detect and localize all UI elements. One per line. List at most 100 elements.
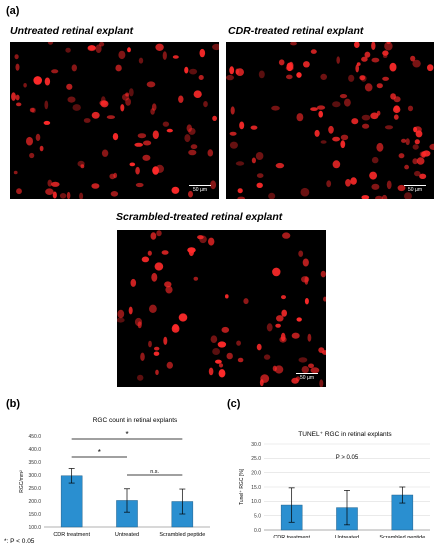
micrograph-untreated: 50 µm xyxy=(10,42,219,199)
cell-dot xyxy=(344,98,351,107)
cell-dot xyxy=(193,276,199,281)
panel-b-label: (b) xyxy=(6,398,21,410)
cell-dot xyxy=(239,121,245,130)
cell-dot xyxy=(67,96,76,103)
significance-label: n.s. xyxy=(150,469,159,475)
cell-dot xyxy=(282,232,291,239)
cell-dot xyxy=(120,104,125,112)
cell-dot xyxy=(376,142,384,152)
cell-dot xyxy=(188,190,193,198)
cell-dot xyxy=(416,157,425,165)
cell-dot xyxy=(13,170,18,175)
cell-dot xyxy=(354,42,360,48)
scale-bar-untreated: 50 µm xyxy=(189,184,211,193)
y-tick-label: 400.0 xyxy=(28,447,41,453)
cell-dot xyxy=(178,95,184,103)
cell-dot xyxy=(218,363,224,368)
chart-c-title: TUNEL⁺ RGC in retinal explants xyxy=(298,431,392,438)
cell-dot xyxy=(125,92,129,97)
cell-dot xyxy=(318,110,323,118)
cell-dot xyxy=(225,294,229,299)
cell-dot xyxy=(188,127,196,135)
cell-dot xyxy=(405,138,410,146)
y-tick-label: 450.0 xyxy=(28,434,41,440)
cell-dot xyxy=(301,276,310,283)
cell-dot xyxy=(148,340,152,348)
cell-dot xyxy=(256,343,262,351)
panel-a-label: (a) xyxy=(6,5,20,17)
cell-dot xyxy=(255,152,264,160)
cell-dot xyxy=(47,179,53,187)
scale-bar-label: 50 µm xyxy=(193,187,207,193)
cell-dot xyxy=(323,296,326,302)
scale-bar-label: 50 µm xyxy=(300,375,314,381)
cell-dot xyxy=(188,248,194,257)
cell-dot xyxy=(413,126,418,133)
cell-dot xyxy=(370,112,379,120)
cell-dot xyxy=(415,130,423,138)
cell-dot xyxy=(410,55,416,62)
y-tick-label: 10.0 xyxy=(251,499,261,505)
category-label: Scrambled peptide xyxy=(159,532,205,538)
cell-dot xyxy=(272,365,277,372)
cell-dot xyxy=(33,76,42,85)
cell-dot xyxy=(178,313,188,322)
cell-dot xyxy=(419,173,427,179)
category-label: Untreated xyxy=(335,535,359,538)
cell-dot xyxy=(137,133,147,139)
cell-dot xyxy=(390,93,396,100)
cell-dot xyxy=(326,180,332,188)
cell-dot xyxy=(140,352,145,361)
cell-dot xyxy=(113,172,118,179)
cell-dot xyxy=(376,110,381,116)
cell-dot xyxy=(190,144,198,150)
scale-bar-label: 50 µm xyxy=(408,187,422,193)
cell-dot xyxy=(243,298,249,305)
cell-dot xyxy=(258,70,265,79)
cell-dot xyxy=(52,191,57,199)
p-value-annotation: P > 0.05 xyxy=(336,455,359,461)
cell-dot xyxy=(296,72,302,78)
y-axis-label: RGC/mm² xyxy=(19,470,25,493)
cell-dot xyxy=(296,317,302,322)
cell-dot xyxy=(44,77,51,86)
cell-dot xyxy=(197,235,204,240)
cell-dot xyxy=(152,130,159,139)
cell-dot xyxy=(404,192,412,199)
cell-dot xyxy=(117,317,125,323)
cell-dot xyxy=(155,43,164,51)
cell-dot xyxy=(260,374,270,383)
cell-dot xyxy=(393,105,401,114)
cell-dot xyxy=(263,354,271,360)
cell-dot xyxy=(23,83,27,88)
cell-dot xyxy=(110,191,119,197)
cell-dot xyxy=(355,64,359,73)
cell-dot xyxy=(320,140,327,144)
micrograph-cdr: 50 µm xyxy=(226,42,434,199)
cell-dot xyxy=(164,281,172,288)
cell-dot xyxy=(106,115,115,119)
cell-dot xyxy=(66,83,73,90)
cell-dot xyxy=(138,57,144,64)
category-label: CDR treatment xyxy=(273,535,310,538)
micrograph-scrambled: 50 µm xyxy=(117,230,326,387)
cell-dot xyxy=(235,68,239,75)
cell-dot xyxy=(101,149,109,157)
cell-dot xyxy=(141,256,150,263)
cell-dot xyxy=(171,186,180,194)
cell-dot xyxy=(251,157,256,164)
y-axis-label: Tunel⁺ RGC [%] xyxy=(239,468,245,505)
cell-dot xyxy=(401,138,407,143)
cell-dot xyxy=(149,304,157,313)
cell-dot xyxy=(290,42,297,46)
bar xyxy=(60,475,83,528)
cell-dot xyxy=(212,348,220,355)
cell-dot xyxy=(165,285,173,294)
cell-dot xyxy=(152,166,160,175)
cell-dot xyxy=(319,379,324,387)
cell-dot xyxy=(130,278,137,287)
cell-dot xyxy=(186,124,192,132)
cell-dot xyxy=(15,63,20,71)
cell-dot xyxy=(279,336,287,343)
cell-dot xyxy=(39,145,44,152)
